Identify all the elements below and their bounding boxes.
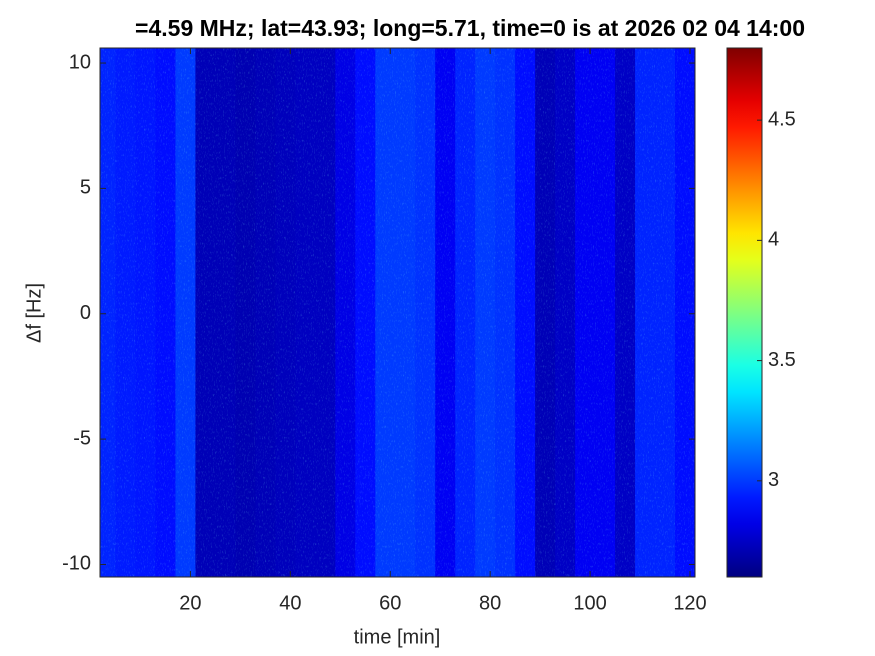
x-tick-label: 40: [279, 592, 301, 614]
x-tick-label: 100: [573, 592, 606, 614]
y-tick-label: -5: [73, 427, 91, 449]
y-tick-label: 0: [80, 302, 91, 324]
y-tick-label: -10: [62, 553, 91, 575]
colorbar: [726, 47, 763, 578]
x-tick-label: 60: [379, 592, 401, 614]
colorbar-tick-label: 4: [768, 229, 779, 251]
colorbar-tick-label: 4.5: [768, 108, 796, 130]
colorbar-tick-label: 3.5: [768, 349, 796, 371]
y-axis-label: Δf [Hz]: [23, 283, 45, 343]
colorbar-tick-label: 3: [768, 469, 779, 491]
texture: [100, 48, 695, 577]
y-tick-label: 10: [69, 51, 91, 73]
x-tick-label: 20: [179, 592, 201, 614]
y-tick-label: 5: [80, 177, 91, 199]
axes: 20 40 60 80 100 120 10 5 0 -5 -10 3 3.5 4 4.5: [62, 48, 796, 614]
x-tick-label: 80: [479, 592, 501, 614]
chart-title: =4.59 MHz; lat=43.93; long=5.71, time=0 …: [135, 15, 805, 41]
x-axis-label: time [min]: [354, 626, 441, 648]
plot-frame: [99, 47, 696, 578]
x-tick-label: 120: [673, 592, 706, 614]
